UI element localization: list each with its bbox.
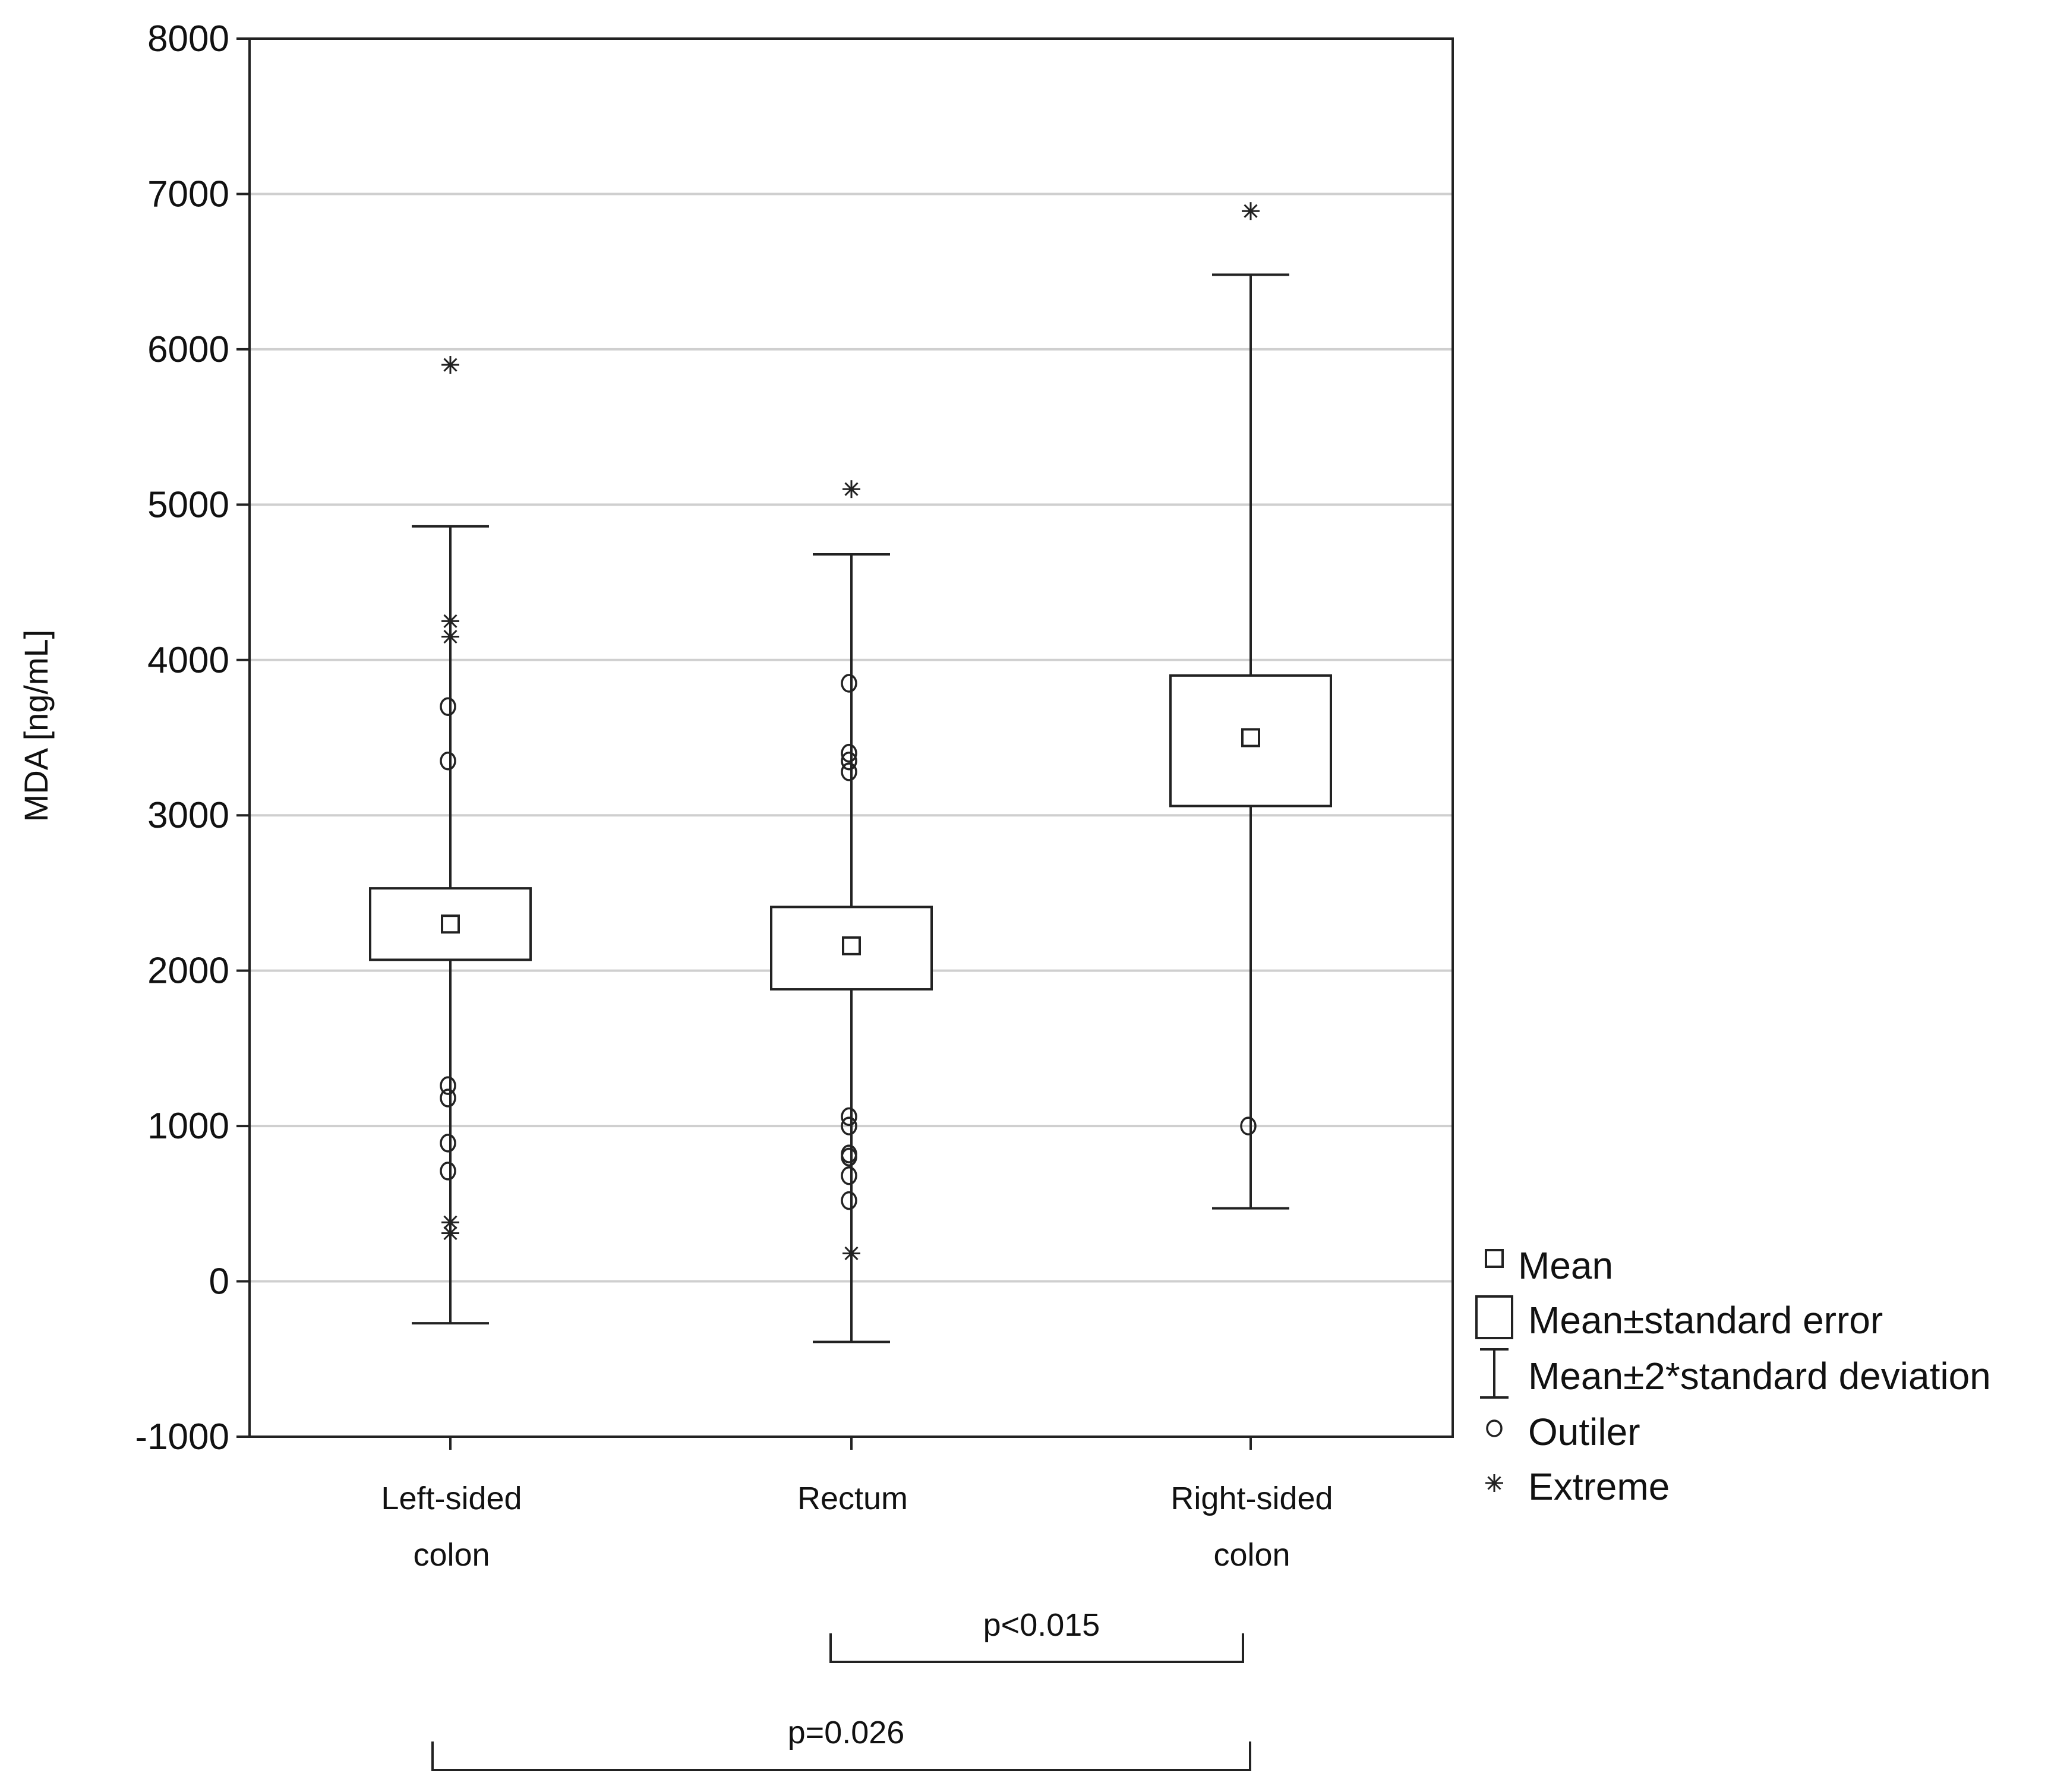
y-axis: -1000 0 1000 2000 3000 4000 5000 6000 7000 8000 — [135, 18, 250, 1457]
legend-mean-icon — [1485, 1249, 1504, 1268]
outlier-point — [841, 1166, 857, 1185]
legend-item-mean: Mean — [1485, 1244, 1613, 1287]
legend-se-icon — [1475, 1295, 1513, 1339]
y-axis-title: MDA [ng/mL] — [17, 630, 55, 822]
extreme-point — [441, 1224, 459, 1242]
significance-bracket — [431, 1741, 1251, 1771]
extreme-point — [1242, 202, 1260, 220]
category-label: Rectum — [797, 1481, 908, 1516]
y-tick-label: 8000 — [147, 18, 229, 59]
outlier-point — [440, 751, 456, 771]
legend-label: Mean±standard error — [1528, 1299, 1883, 1342]
extreme-point — [441, 627, 459, 646]
outlier-point — [841, 674, 857, 693]
legend-label: Outiler — [1528, 1411, 1640, 1453]
y-tick-label: 2000 — [147, 951, 229, 992]
legend-outlier-icon — [1486, 1419, 1503, 1437]
legend: Mean Mean±standard error Mean±2*standard d… — [1475, 1244, 1991, 1508]
y-tick-label: -1000 — [135, 1416, 229, 1457]
y-tick-label: 0 — [209, 1261, 229, 1302]
outlier-point — [841, 762, 857, 781]
legend-label: Mean — [1518, 1244, 1613, 1287]
outlier-point — [841, 1116, 857, 1135]
outlier-point — [841, 751, 857, 771]
outlier-point — [841, 1191, 857, 1210]
legend-label: Mean±2*standard deviation — [1528, 1355, 1991, 1397]
y-tick-label: 5000 — [147, 484, 229, 525]
outlier-point — [1240, 1116, 1257, 1135]
mean-marker — [441, 914, 460, 934]
y-tick-label: 4000 — [147, 640, 229, 681]
legend-label: Extreme — [1528, 1465, 1670, 1508]
legend-extreme-icon — [1485, 1474, 1503, 1492]
category-label: colon — [1213, 1537, 1290, 1573]
outlier-point — [440, 1134, 456, 1153]
p-value-label: p=0.026 — [788, 1715, 905, 1750]
mean-marker — [842, 936, 861, 955]
outlier-point — [841, 1147, 857, 1167]
outlier-point — [841, 743, 857, 763]
plot-elements — [369, 202, 1332, 1343]
mean-marker — [1241, 728, 1260, 747]
significance-brackets: p<0.015 p=0.026 — [431, 1607, 1251, 1771]
legend-item-outlier: Outiler — [1486, 1411, 1640, 1453]
extreme-point — [441, 356, 459, 374]
category-label: Left-sided — [381, 1481, 522, 1516]
significance-bracket — [829, 1633, 1244, 1663]
x-axis-categories: Left-sided colon Rectum Right-sided colon — [381, 1437, 1333, 1573]
legend-item-se: Mean±standard error — [1475, 1295, 1883, 1342]
category-label: colon — [413, 1537, 490, 1573]
legend-sd-icon — [1480, 1348, 1509, 1399]
y-tick-label: 1000 — [147, 1106, 229, 1147]
legend-item-sd: Mean±2*standard deviation — [1480, 1348, 1991, 1399]
y-tick-label: 3000 — [147, 795, 229, 836]
outlier-point — [841, 1107, 857, 1127]
outlier-point — [440, 1089, 456, 1108]
y-tick-label: 6000 — [147, 329, 229, 370]
extreme-point — [441, 612, 459, 630]
outlier-point — [440, 1076, 456, 1095]
extreme-point — [842, 480, 860, 499]
outlier-point — [440, 1162, 456, 1181]
legend-item-extreme: Extreme — [1485, 1465, 1670, 1508]
p-value-label: p<0.015 — [983, 1607, 1100, 1643]
y-tick-label: 7000 — [147, 173, 229, 214]
category-label: Right-sided — [1170, 1481, 1333, 1516]
outlier-point — [440, 697, 456, 716]
extreme-point — [842, 1244, 860, 1263]
